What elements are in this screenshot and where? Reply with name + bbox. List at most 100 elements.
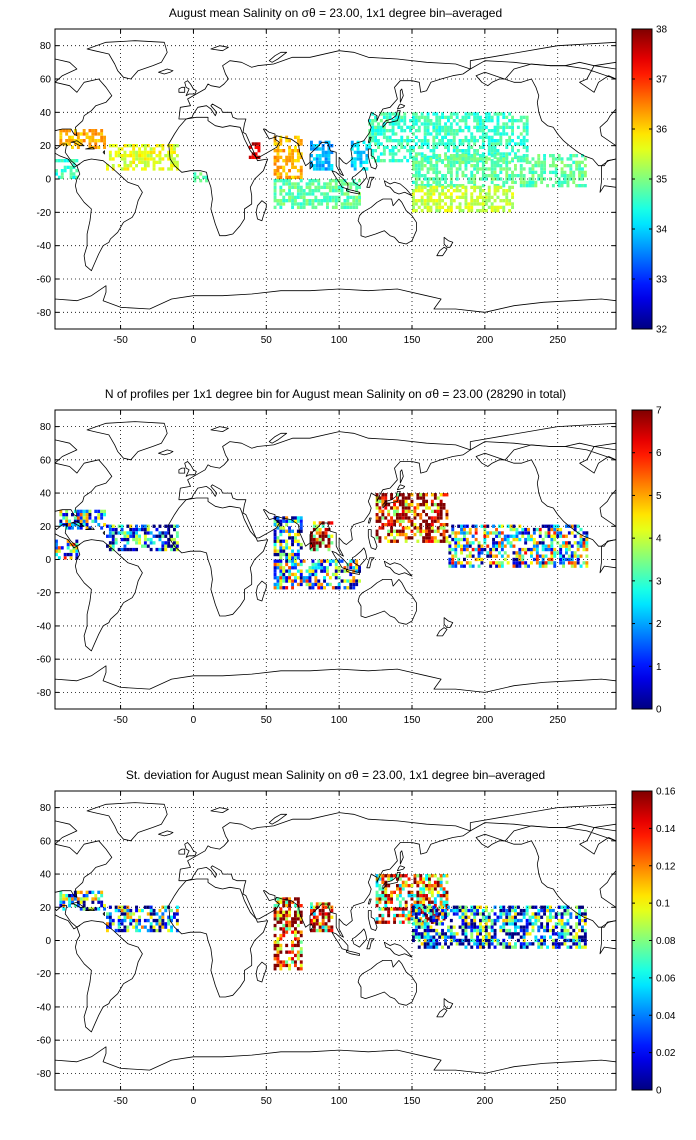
data-cell [422, 907, 426, 911]
data-cell [476, 152, 480, 156]
data-cell [554, 915, 558, 919]
data-cell [557, 922, 561, 926]
data-cell [447, 132, 450, 136]
data-cell [581, 935, 584, 939]
data-cell [519, 142, 523, 146]
data-cell [403, 115, 407, 120]
data-cell [441, 129, 445, 133]
data-cell [311, 189, 315, 193]
data-cell [305, 185, 309, 190]
data-cell [282, 572, 286, 577]
data-cell [73, 523, 77, 527]
data-cell [540, 174, 544, 178]
data-cell [388, 135, 392, 140]
data-cell [76, 132, 80, 136]
data-cell [481, 942, 485, 946]
data-cell [455, 185, 459, 190]
coastline [443, 998, 454, 1009]
data-cell [368, 132, 372, 136]
data-cell [123, 537, 127, 542]
data-cell [455, 145, 459, 150]
data-cell [425, 503, 429, 507]
data-cell [447, 928, 450, 933]
data-cell [138, 157, 142, 161]
data-cell [132, 154, 136, 158]
data-cell [349, 559, 353, 563]
data-cell [464, 918, 468, 923]
data-cell [454, 554, 458, 558]
data-cell [158, 167, 162, 171]
data-cell [476, 159, 480, 163]
data-cell [461, 195, 465, 200]
data-cell [371, 122, 375, 126]
data-cell [381, 890, 385, 895]
data-cell [135, 541, 139, 545]
coastline [102, 911, 105, 916]
data-cell [436, 880, 440, 885]
data-cell [547, 561, 551, 565]
data-cell [413, 516, 417, 520]
data-cell [288, 189, 292, 193]
data-cell [465, 531, 469, 535]
data-cell [288, 897, 292, 901]
data-cell [476, 199, 480, 203]
data-cell [473, 157, 477, 161]
data-cell [499, 205, 503, 210]
data-cell [502, 928, 506, 933]
data-cell [468, 527, 472, 532]
data-cell [551, 928, 555, 933]
data-cell [489, 561, 493, 565]
coastline [86, 40, 168, 80]
data-cell [381, 874, 385, 878]
data-cell [417, 945, 421, 949]
data-cell [554, 912, 558, 916]
data-cell [282, 539, 286, 543]
data-cell [543, 935, 547, 939]
data-cell [417, 918, 421, 923]
data-cell [576, 541, 580, 545]
colorbar-tick-label: 37 [656, 75, 668, 86]
data-cell [410, 499, 414, 504]
data-cell [82, 900, 86, 904]
coastline [178, 848, 186, 855]
data-cell [146, 157, 150, 161]
data-cell [346, 189, 350, 193]
data-cell [88, 135, 92, 140]
data-cell [470, 132, 474, 136]
data-cell [152, 908, 156, 913]
data-cell [502, 945, 506, 949]
data-cell [457, 537, 461, 542]
data-cell [155, 912, 159, 916]
data-cell [368, 129, 372, 133]
data-cell [567, 554, 571, 558]
data-cell [114, 908, 118, 913]
data-cell [330, 928, 334, 933]
data-cell [563, 925, 567, 929]
data-cell [476, 185, 480, 190]
data-cell [537, 942, 541, 946]
data-cell [291, 586, 295, 590]
data-cell [416, 904, 420, 908]
data-cell [387, 529, 391, 533]
data-cell [464, 202, 468, 206]
data-cell [296, 542, 300, 547]
data-cell [409, 152, 413, 156]
data-cell [273, 549, 277, 553]
data-cell [550, 534, 554, 538]
data-cell [508, 918, 512, 923]
data-cell [334, 205, 338, 210]
data-cell [442, 526, 446, 530]
data-cell [413, 910, 417, 914]
data-cell [353, 164, 357, 168]
data-cell [441, 159, 445, 163]
data-cell [460, 544, 464, 548]
data-cell [527, 547, 531, 552]
data-cell [476, 928, 480, 933]
data-cell [565, 551, 568, 555]
data-cell [416, 917, 420, 921]
data-cell [464, 164, 468, 168]
data-cell [525, 922, 529, 926]
data-cell [484, 935, 488, 939]
data-cell [484, 942, 488, 946]
